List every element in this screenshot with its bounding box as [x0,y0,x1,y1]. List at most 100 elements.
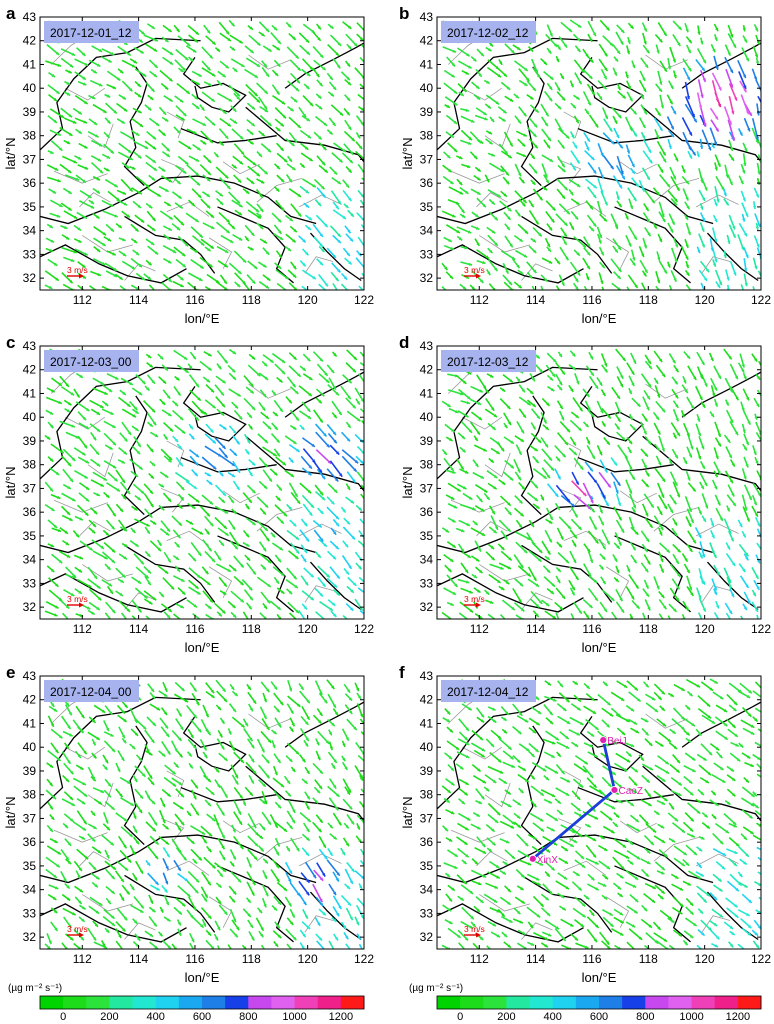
arrow-head [545,426,549,430]
arrow-head [211,558,216,563]
arrow-head [610,597,615,601]
arrow-head [180,277,184,281]
wind-arrow [315,611,326,619]
arrow-head [317,25,321,30]
arrow-head [192,49,197,53]
arrow-head [560,129,564,134]
arrow-head [556,260,560,265]
province-border [123,395,148,516]
arrow-head [726,508,730,512]
arrow-head [126,214,130,218]
arrow-head [335,391,339,396]
arrow-head [669,509,673,514]
arrow-head [84,512,89,516]
arrow-head [576,201,580,205]
arrow-head [226,219,230,223]
arrow-head [517,476,521,481]
arrow-head [537,74,541,78]
arrow-head [495,526,499,530]
arrow-head [305,538,309,542]
arrow-head [586,393,590,398]
arrow-head [673,522,677,526]
arrow-head [172,249,177,253]
arrow-head [351,137,355,142]
arrow-head [231,368,236,373]
arrow-head [649,524,653,528]
arrow-head [490,459,494,463]
arrow-head [248,499,252,503]
county-border [65,416,106,430]
arrow-head [718,86,722,91]
arrow-head [644,453,648,457]
arrow-head [84,855,89,860]
arrow-head [126,490,131,495]
arrow-head [591,156,595,161]
arrow-head [599,451,603,456]
scale-label: 3 m/s [67,594,88,604]
arrow-head [604,115,608,120]
arrow-head [510,440,514,444]
arrow-head [711,534,715,539]
arrow-head [48,940,52,945]
arrow-head [547,551,551,555]
arrow-head [124,41,128,45]
wind-arrow [276,282,287,290]
x-axis-label: lon/°E [582,311,617,326]
arrow-head [112,252,116,256]
y-tick-label: 34 [23,224,37,238]
arrow-head [258,153,262,157]
y-tick-label: 37 [420,481,434,495]
arrow-head [147,581,151,586]
arrow-head [223,426,227,430]
arrow-head [160,506,165,511]
arrow-head [546,402,550,406]
arrow-head [656,135,660,139]
arrow-head [177,130,181,134]
arrow-head [484,117,488,121]
arrow-head [643,430,647,435]
arrow-head [114,184,118,188]
arrow-head [294,555,299,559]
arrow-head [55,605,59,609]
arrow-head [552,615,556,619]
arrow-head [643,110,647,115]
arrow-head [742,74,746,79]
arrow-head [323,433,327,437]
arrow-head [620,383,624,388]
arrow-head [70,770,74,775]
arrow-head [84,166,89,170]
arrow-head [280,572,285,576]
arrow-head [55,471,60,475]
arrow-head [291,142,295,146]
arrow-head [586,251,591,256]
arrow-head [557,105,562,110]
arrow-head [232,567,237,572]
arrow-head [195,499,200,503]
arrow-head [181,591,186,595]
arrow-head [158,542,162,546]
arrow-head [358,252,362,257]
arrow-head [494,242,498,246]
arrow-head [272,391,276,396]
arrow-head [673,74,677,79]
arrow-head [134,406,138,411]
arrow-head [321,185,325,190]
arrow-head [135,410,139,414]
arrow-head [489,600,494,604]
wind-arrow [242,282,251,290]
arrow-head [116,77,121,81]
arrow-head [191,435,195,440]
arrow-head [640,95,644,100]
y-tick-label: 39 [420,105,434,119]
arrow-head [549,516,553,521]
arrow-head [520,608,525,612]
arrow-head [137,443,141,448]
arrow-head [66,554,71,558]
arrow-head [176,28,180,33]
arrow-head [589,604,593,608]
arrow-head [754,358,758,362]
arrow-head [598,210,603,215]
arrow-head [304,146,309,150]
arrow-head [491,510,495,515]
